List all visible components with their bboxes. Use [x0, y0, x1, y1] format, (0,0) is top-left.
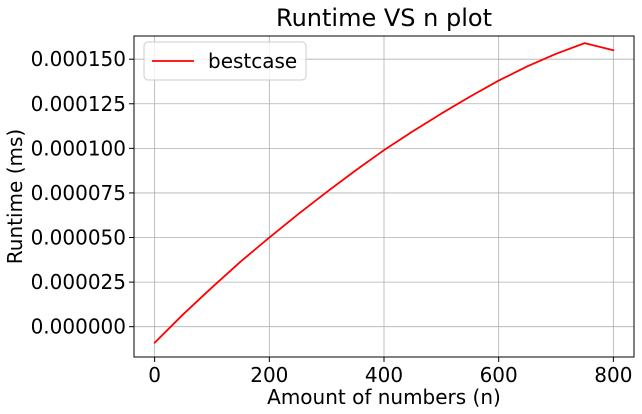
series-layer	[153, 42, 615, 344]
series-line-bestcase	[153, 42, 615, 344]
legend-box	[143, 41, 307, 81]
legend-label-bestcase: bestcase	[208, 49, 297, 73]
x-tick-label: 200	[250, 363, 288, 387]
y-tick-label: 0.000000	[31, 315, 126, 339]
chart-title: Runtime VS n plot	[276, 4, 492, 32]
x-tick-label: 0	[148, 363, 161, 387]
y-tick-label: 0.000025	[31, 270, 126, 294]
y-tick-label: 0.000075	[31, 181, 126, 205]
x-tick-label: 800	[594, 363, 632, 387]
y-tick-label: 0.000125	[31, 92, 126, 116]
y-tick-label: 0.000050	[31, 226, 126, 250]
x-tick-label: 400	[365, 363, 403, 387]
y-axis-label: Runtime (ms)	[3, 129, 27, 264]
x-tick-label: 600	[480, 363, 518, 387]
x-axis-label: Amount of numbers (n)	[267, 385, 501, 409]
y-tick-label: 0.000100	[31, 136, 126, 160]
tick-layer: 0 200 400 600 800 0.000000 0.000025 0.000050 0.0…	[31, 47, 633, 387]
grid-layer	[134, 36, 634, 357]
plot-frame	[133, 35, 635, 358]
legend: bestcase	[143, 41, 307, 81]
y-tick-label: 0.000150	[31, 47, 126, 71]
